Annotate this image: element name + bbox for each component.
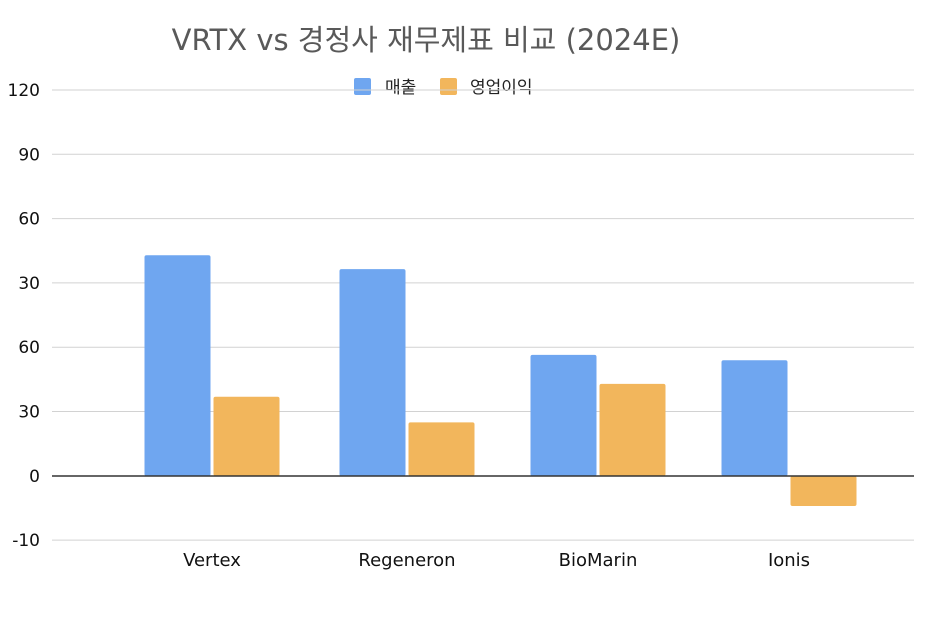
legend: 매출 영업이익 (354, 78, 533, 98)
bar-regeneron-revenue (339, 269, 406, 476)
y-tick-label: 60 (18, 210, 40, 230)
y-tick-label: -10 (12, 531, 40, 551)
legend-swatch-revenue (354, 78, 371, 95)
bar-ionis-revenue (721, 360, 788, 476)
chart-title: VRTX vs 경정사 재무제표 비교 (2024E) (172, 23, 681, 57)
bar-ionis-operating-income (790, 476, 857, 507)
bar-biomarin-revenue (530, 354, 597, 476)
legend-label-revenue: 매출 (385, 78, 416, 98)
bar-regeneron-operating-income (408, 422, 475, 476)
bar-vertex-revenue (144, 255, 211, 476)
x-axis-categories: Vertex Regeneron BioMarin Ionis (183, 550, 810, 571)
bar-biomarin-operating-income (599, 383, 666, 476)
y-tick-label: 60 (18, 338, 40, 358)
legend-label-operating-income: 영업이익 (470, 78, 533, 98)
x-category-label: Regeneron (358, 550, 455, 571)
x-category-label: BioMarin (559, 550, 638, 571)
y-tick-label: 30 (18, 403, 40, 423)
y-axis-ticks: 120 90 60 30 60 30 0 -10 (8, 81, 40, 551)
legend-swatch-operating-income (440, 78, 457, 95)
y-tick-label: 0 (29, 467, 40, 487)
bars (144, 255, 857, 507)
y-tick-label: 120 (8, 81, 40, 101)
bar-vertex-operating-income (213, 396, 280, 476)
y-tick-label: 30 (18, 274, 40, 294)
x-category-label: Ionis (768, 550, 810, 571)
y-tick-label: 90 (18, 145, 40, 165)
x-category-label: Vertex (183, 550, 241, 571)
